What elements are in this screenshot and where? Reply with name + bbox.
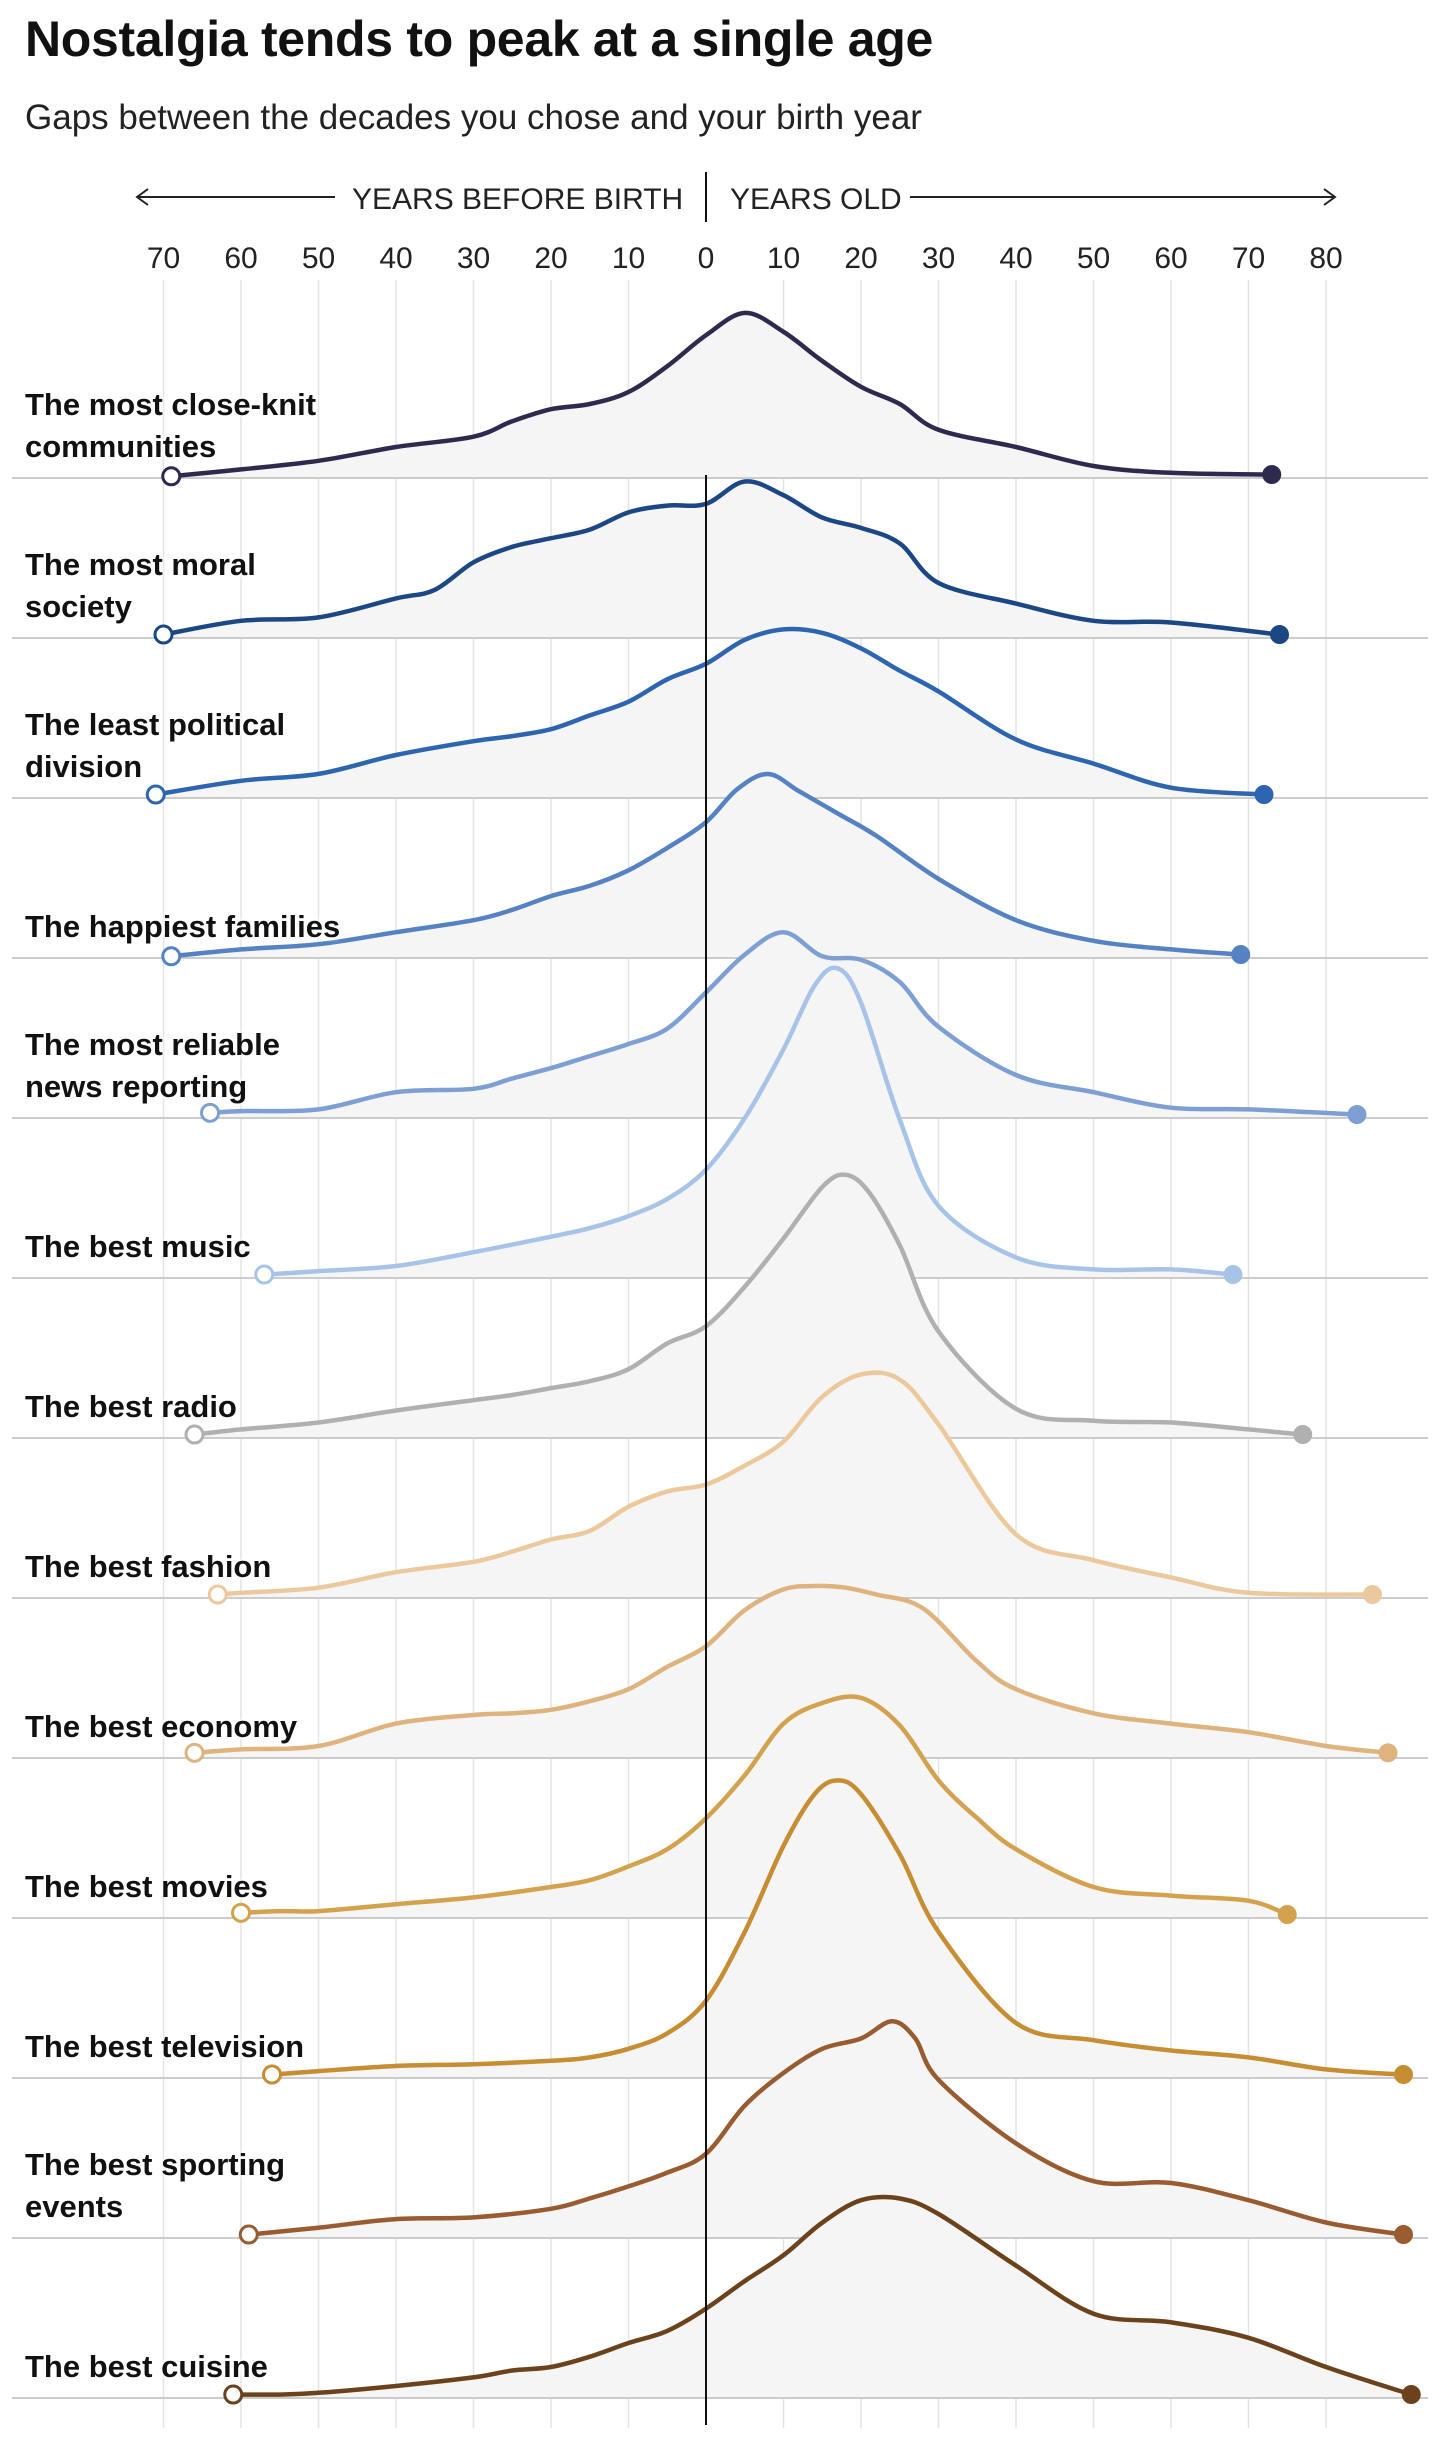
ridge-7 xyxy=(12,1172,1428,1439)
density-area xyxy=(163,481,1280,638)
x-tick-label: 60 xyxy=(1154,242,1187,275)
ridge-1 xyxy=(12,310,1428,479)
row-label: The most reliable news reporting xyxy=(25,1027,280,1104)
density-line xyxy=(231,2194,1414,2397)
end-dot xyxy=(1394,2065,1413,2085)
start-dot xyxy=(223,2384,244,2405)
end-dot xyxy=(1363,1585,1382,1605)
x-tick-label: 50 xyxy=(302,242,335,275)
end-dot xyxy=(1401,2385,1421,2405)
endpoints xyxy=(145,465,1421,2405)
density-line xyxy=(246,2019,1406,2237)
x-axis: YEARS BEFORE BIRTH YEARS OLD 70 60 50 40 30 2… xyxy=(135,172,1343,275)
density-line xyxy=(215,1370,1375,1597)
row-label: The best economy xyxy=(25,1709,298,1744)
ridge-6 xyxy=(12,965,1428,1279)
density-line xyxy=(153,626,1267,797)
density-area xyxy=(194,1174,1303,1438)
row-label: The best cuisine xyxy=(25,2349,268,2384)
start-dot xyxy=(207,1584,228,1605)
row-label: The best television xyxy=(25,2029,305,2064)
start-dot xyxy=(184,1742,205,1763)
ridge-13 xyxy=(12,2194,1428,2399)
row-label: The most moral society xyxy=(25,547,256,624)
end-dot xyxy=(1394,2225,1413,2245)
years-before-birth-label: YEARS BEFORE BIRTH xyxy=(352,183,683,216)
density-area xyxy=(210,932,1357,1118)
end-dot xyxy=(1378,1743,1398,1763)
start-dot xyxy=(254,1264,275,1285)
row-label: The best movies xyxy=(25,1869,268,1904)
row-label: The best radio xyxy=(25,1389,237,1424)
ridge-3 xyxy=(12,626,1428,799)
end-dot xyxy=(1254,785,1274,805)
x-tick-label: 30 xyxy=(457,242,490,275)
density-line xyxy=(238,1694,1290,1917)
x-tick-label: 30 xyxy=(922,242,955,275)
x-tick-label: 40 xyxy=(999,242,1032,275)
end-dot xyxy=(1347,1105,1367,1125)
density-area xyxy=(217,1372,1373,1598)
start-dot xyxy=(238,2224,259,2245)
x-tick-label: 50 xyxy=(1077,242,1110,275)
end-dot xyxy=(1223,1265,1243,1285)
x-tick-label: 40 xyxy=(379,242,412,275)
x-tick-label: 20 xyxy=(534,242,567,275)
end-dot xyxy=(1231,945,1251,965)
ridge-2 xyxy=(12,479,1428,639)
x-tick-label: 70 xyxy=(1232,242,1265,275)
start-dot xyxy=(161,466,182,487)
ridge-8 xyxy=(12,1370,1428,1599)
right-arrow-head xyxy=(1323,188,1337,206)
x-tick-label: 60 xyxy=(224,242,257,275)
end-dot xyxy=(1293,1425,1313,1445)
chart-subtitle: Gaps between the decades you chose and y… xyxy=(25,98,922,137)
density-line xyxy=(161,479,1282,637)
density-line xyxy=(192,1583,1391,1756)
density-line xyxy=(207,929,1360,1117)
start-dot xyxy=(161,946,182,967)
end-dot xyxy=(1277,1905,1297,1925)
density-area xyxy=(171,312,1272,478)
density-line xyxy=(169,310,1275,479)
x-tick-label: 80 xyxy=(1309,242,1342,275)
row-label: The best music xyxy=(25,1229,251,1264)
chart-title: Nostalgia tends to peak at a single age xyxy=(25,11,934,67)
start-dot xyxy=(200,1102,220,1123)
density-line xyxy=(192,1172,1306,1437)
density-area xyxy=(241,1696,1288,1918)
density-area xyxy=(272,1780,1404,2078)
start-dot xyxy=(153,624,174,645)
row-label: The least political division xyxy=(25,707,286,784)
density-area xyxy=(233,2196,1412,2398)
x-tick-label: 70 xyxy=(147,242,180,275)
ridges xyxy=(12,310,1428,2399)
row-label: The happiest families xyxy=(25,909,341,944)
end-dot xyxy=(1270,625,1289,645)
density-area xyxy=(264,967,1233,1278)
left-arrow-head xyxy=(135,188,149,206)
x-tick-label: 0 xyxy=(698,242,715,275)
end-dot xyxy=(1262,465,1282,485)
density-line xyxy=(262,965,1236,1277)
density-area xyxy=(155,629,1264,798)
x-tick-label: 20 xyxy=(844,242,877,275)
start-dot xyxy=(184,1424,205,1445)
density-line xyxy=(269,1778,1406,2077)
row-label: The best fashion xyxy=(25,1549,272,1584)
ridge-11 xyxy=(12,1778,1428,2079)
years-old-label: YEARS OLD xyxy=(730,183,902,216)
x-tick-label: 10 xyxy=(767,242,800,275)
row-label: The best sporting events xyxy=(25,2147,286,2224)
ridge-5 xyxy=(12,929,1428,1119)
start-dot xyxy=(145,784,166,805)
row-label: The most close‑knit communities xyxy=(25,387,317,464)
start-dot xyxy=(231,1902,251,1923)
x-tick-label: 10 xyxy=(612,242,645,275)
ridge-9 xyxy=(12,1583,1428,1759)
density-area xyxy=(248,2021,1404,2238)
start-dot xyxy=(262,2064,282,2085)
